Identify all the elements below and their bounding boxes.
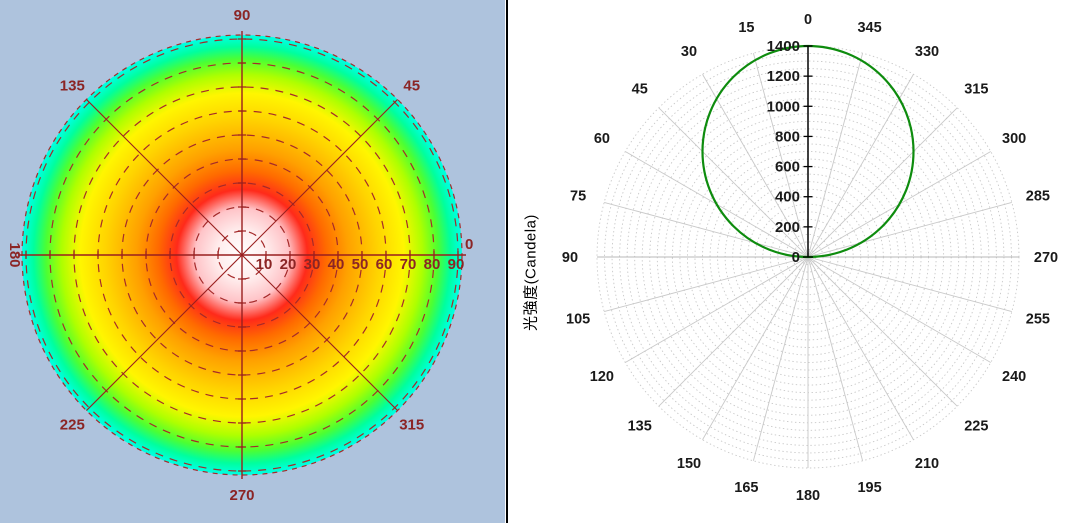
grid-spoke [702,74,809,258]
angle-label: 30 [681,44,697,60]
grid-spoke [752,53,809,258]
polar-line-chart-panel: 光強度(Candela) 200 400 600 800 1000 1200 1400 0 0 1… [508,0,1068,523]
angle-label: 270 [229,487,254,504]
angle-label: 180 [796,488,820,504]
grid-spoke [807,256,958,407]
angle-label: 330 [915,44,939,60]
angle-label: 180 [6,242,23,267]
radial-tick-label: 80 [424,256,441,273]
angle-label: 315 [399,417,424,434]
angle-label: 150 [677,456,701,472]
grid-spoke [658,107,809,258]
grid-spoke [702,256,809,440]
radial-tick-label: 30 [304,256,321,273]
panel-divider [506,0,508,523]
radial-tick-label: 1000 [767,98,800,115]
angle-label: 135 [628,418,652,434]
angle-label: 270 [1034,250,1058,266]
grid-spoke [807,256,991,363]
grid-spoke [807,256,1012,313]
radial-tick-label: 1400 [767,38,800,55]
angle-label: 90 [562,250,578,266]
radial-tick-label: 60 [376,256,393,273]
angle-label: 210 [915,456,939,472]
radial-tick-label: 10 [256,256,273,273]
angle-label: 300 [1002,131,1026,147]
polar-line-chart: 2004006008001000120014000015304560759010… [562,12,1058,504]
angle-label: 45 [403,77,420,94]
angle-label: 135 [60,77,85,94]
radial-tick-label: 50 [352,256,369,273]
grid-spoke [807,201,1012,258]
grid-spoke [807,107,958,258]
angle-label: 15 [738,20,754,36]
grid-spoke [658,256,809,407]
angle-label: 0 [465,236,473,253]
angle-label: 90 [234,7,251,24]
angle-label: 255 [1026,312,1050,328]
radial-tick-label: 40 [328,256,345,273]
radial-tick-label: 600 [775,159,800,176]
angle-label: 120 [590,369,614,385]
angle-label: 105 [566,312,590,328]
angle-label: 195 [857,480,881,496]
angle-label: 285 [1026,188,1050,204]
angle-label: 0 [804,12,812,28]
diagonal-spoke [86,99,398,411]
grid-spoke [752,256,809,461]
angle-label: 165 [734,480,758,496]
grid-spoke [807,256,914,440]
angle-label: 240 [1002,369,1026,385]
grid-spoke [807,53,864,258]
angle-label: 60 [594,131,610,147]
radial-tick-label: 400 [775,189,800,206]
angle-label: 315 [964,82,988,98]
angle-label: 345 [857,20,881,36]
grid-spoke [625,256,809,363]
grid-spoke [604,256,809,313]
grid-spoke [604,201,809,258]
radial-tick-label: 20 [280,256,297,273]
angle-label: 45 [632,82,648,98]
grid-spoke [807,256,864,461]
intensity-map-panel: 10 20 30 40 50 60 70 80 90 0 45 90 135 180 225 270 315 [0,0,505,523]
origin-label: 0 [792,249,800,266]
radial-tick-label: 200 [775,219,800,236]
radial-tick-label: 1200 [767,68,800,85]
angle-label: 75 [570,188,586,204]
angle-label: 225 [60,417,85,434]
radial-tick-label: 70 [400,256,417,273]
radial-tick-label: 800 [775,128,800,145]
angle-label: 225 [964,418,988,434]
grid-spoke [807,74,914,258]
radial-tick-label: 90 [448,256,465,273]
